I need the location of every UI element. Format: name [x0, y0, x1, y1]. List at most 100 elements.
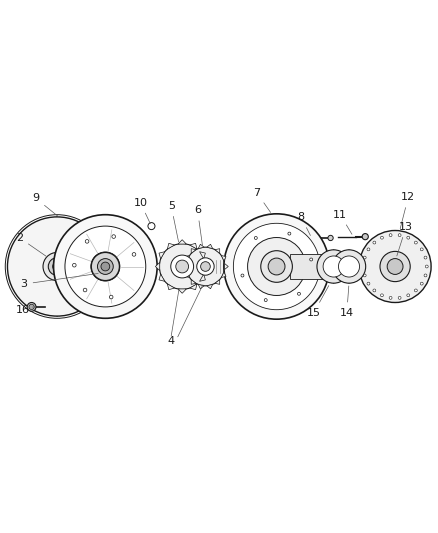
- Circle shape: [170, 255, 193, 278]
- Circle shape: [53, 262, 61, 271]
- Circle shape: [83, 288, 87, 292]
- Circle shape: [48, 258, 66, 275]
- Polygon shape: [167, 284, 174, 290]
- Circle shape: [424, 265, 427, 268]
- Circle shape: [366, 248, 369, 251]
- Circle shape: [423, 274, 426, 277]
- Circle shape: [297, 292, 300, 295]
- Text: 11: 11: [332, 209, 351, 235]
- Circle shape: [372, 289, 375, 292]
- FancyBboxPatch shape: [215, 260, 250, 273]
- Text: 5: 5: [167, 201, 178, 242]
- Circle shape: [386, 259, 402, 274]
- Text: 8: 8: [297, 212, 310, 236]
- Polygon shape: [159, 274, 164, 281]
- Circle shape: [109, 295, 113, 299]
- Polygon shape: [221, 272, 226, 278]
- Circle shape: [175, 260, 188, 273]
- Circle shape: [65, 226, 145, 307]
- Circle shape: [380, 294, 382, 297]
- Circle shape: [98, 259, 113, 274]
- Circle shape: [419, 248, 422, 251]
- Circle shape: [223, 214, 328, 319]
- Circle shape: [85, 239, 88, 243]
- Circle shape: [361, 265, 364, 268]
- Polygon shape: [191, 279, 195, 284]
- Polygon shape: [182, 263, 186, 270]
- Polygon shape: [215, 249, 219, 254]
- Circle shape: [43, 253, 71, 280]
- Circle shape: [397, 233, 400, 237]
- Circle shape: [29, 304, 34, 310]
- Circle shape: [423, 256, 426, 259]
- Ellipse shape: [53, 217, 61, 316]
- Ellipse shape: [98, 217, 110, 316]
- Circle shape: [332, 250, 365, 283]
- Circle shape: [358, 230, 430, 303]
- Polygon shape: [189, 284, 197, 290]
- Circle shape: [316, 250, 350, 283]
- Circle shape: [264, 298, 267, 302]
- Circle shape: [254, 237, 257, 239]
- Circle shape: [287, 232, 290, 235]
- Ellipse shape: [273, 251, 283, 282]
- Circle shape: [268, 258, 284, 275]
- Circle shape: [148, 223, 155, 230]
- Ellipse shape: [346, 250, 351, 283]
- Polygon shape: [198, 244, 204, 248]
- Circle shape: [338, 256, 359, 277]
- Circle shape: [380, 236, 382, 239]
- Circle shape: [240, 274, 244, 277]
- Polygon shape: [224, 263, 228, 270]
- FancyBboxPatch shape: [289, 254, 328, 279]
- Circle shape: [366, 282, 369, 285]
- Text: 12: 12: [399, 192, 414, 229]
- Text: 15: 15: [306, 286, 328, 318]
- Circle shape: [72, 263, 76, 267]
- Circle shape: [159, 244, 205, 289]
- Polygon shape: [215, 279, 219, 284]
- Circle shape: [388, 296, 391, 300]
- Text: 2: 2: [16, 233, 46, 256]
- Circle shape: [397, 296, 400, 300]
- Circle shape: [97, 259, 113, 274]
- Polygon shape: [178, 289, 186, 293]
- Text: 13: 13: [396, 222, 412, 256]
- Polygon shape: [206, 244, 212, 248]
- Circle shape: [309, 258, 312, 261]
- Circle shape: [362, 274, 365, 277]
- Circle shape: [379, 252, 409, 281]
- Text: 3: 3: [21, 273, 98, 289]
- Polygon shape: [199, 252, 205, 259]
- Circle shape: [101, 262, 110, 271]
- Polygon shape: [184, 272, 189, 278]
- Text: 10: 10: [133, 198, 150, 224]
- Circle shape: [362, 256, 365, 259]
- Circle shape: [91, 253, 119, 280]
- Circle shape: [200, 262, 210, 271]
- Ellipse shape: [390, 230, 395, 303]
- Circle shape: [196, 258, 214, 275]
- Polygon shape: [199, 274, 205, 281]
- Circle shape: [247, 238, 305, 295]
- Circle shape: [361, 233, 367, 240]
- Circle shape: [27, 303, 36, 311]
- Circle shape: [112, 235, 115, 238]
- Polygon shape: [178, 240, 186, 244]
- Circle shape: [322, 256, 343, 277]
- Polygon shape: [189, 243, 197, 249]
- Circle shape: [413, 241, 417, 244]
- Circle shape: [419, 282, 422, 285]
- Circle shape: [233, 223, 319, 310]
- Text: 6: 6: [194, 205, 202, 245]
- Circle shape: [260, 251, 292, 282]
- Text: 7: 7: [253, 188, 270, 213]
- Polygon shape: [159, 252, 164, 259]
- Ellipse shape: [102, 252, 113, 281]
- Text: 9: 9: [32, 193, 59, 217]
- Circle shape: [5, 215, 109, 318]
- Text: 14: 14: [339, 286, 353, 318]
- Polygon shape: [184, 255, 189, 261]
- Polygon shape: [198, 285, 204, 289]
- Ellipse shape: [330, 250, 336, 283]
